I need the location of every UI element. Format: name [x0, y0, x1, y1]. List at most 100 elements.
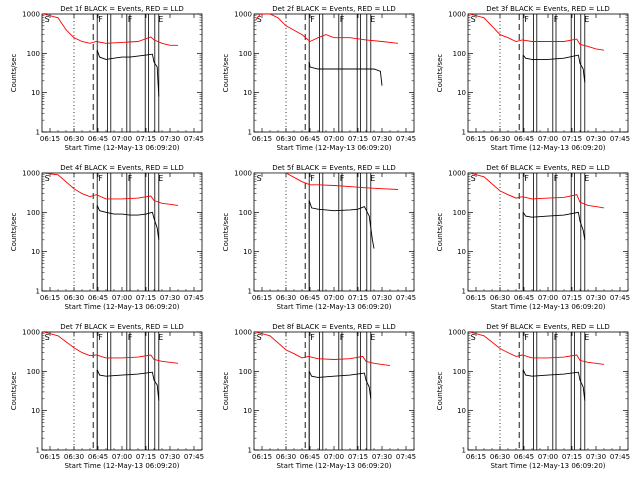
series-group	[255, 332, 391, 450]
panel-6: Det 6f BLACK = Events, RED = LLD 1 10 100 10…	[436, 164, 630, 311]
y-tick-label: 1000	[22, 329, 40, 337]
y-axis-label: Counts/sec	[10, 372, 18, 411]
interval-marker-label: F	[340, 333, 345, 342]
x-tick-label: 06:15	[466, 135, 486, 143]
interval-marker-label: S	[257, 15, 262, 24]
x-tick-label: 07:30	[372, 294, 392, 302]
panel-title: Det 9f BLACK = Events, RED = LLD	[486, 323, 609, 331]
x-tick-label: 07:00	[538, 453, 558, 461]
interval-marker-label: S	[471, 333, 476, 342]
plot-frame	[253, 13, 415, 133]
interval-marker-label: E	[584, 15, 589, 24]
x-tick-label: 07:15	[348, 135, 368, 143]
x-tick-label: 06:45	[514, 294, 534, 302]
y-tick-label: 10	[457, 248, 466, 256]
lld-series-line	[469, 14, 605, 51]
interval-marker-label: F	[98, 174, 103, 183]
plot-frame	[467, 13, 629, 133]
series-group	[43, 173, 179, 291]
interval-marker-label: E	[370, 174, 375, 183]
x-tick-label: 07:15	[562, 453, 582, 461]
plot-frame	[467, 331, 629, 451]
panel-5: Det 5f BLACK = Events, RED = LLD 1 10 100 10…	[222, 164, 416, 311]
x-tick-label: 07:00	[324, 135, 344, 143]
panel-7: Det 7f BLACK = Events, RED = LLD 1 10 100 10…	[10, 323, 204, 470]
y-tick-label: 1	[462, 288, 466, 296]
x-axis-label: Start Time (12-May-13 06:09:20)	[276, 462, 391, 470]
lld-series-line	[43, 332, 179, 364]
y-tick-label: 1	[36, 288, 40, 296]
plot-frame	[41, 331, 203, 451]
panel-title: Det 1f BLACK = Events, RED = LLD	[60, 5, 183, 13]
interval-marker-label: F	[128, 174, 133, 183]
lld-series-line	[255, 14, 399, 44]
y-tick-label: 1000	[448, 170, 466, 178]
y-tick-label: 10	[31, 248, 40, 256]
x-tick-label: 07:00	[324, 453, 344, 461]
y-tick-label: 1	[248, 447, 252, 455]
x-tick-label: 06:30	[490, 135, 510, 143]
x-tick-label: 07:30	[372, 453, 392, 461]
y-tick-label: 100	[453, 368, 466, 376]
y-tick-label: 100	[27, 209, 40, 217]
events-series-line	[96, 50, 160, 97]
x-tick-label: 06:30	[64, 453, 84, 461]
series-group	[43, 332, 179, 450]
panel-title: Det 2f BLACK = Events, RED = LLD	[272, 5, 395, 13]
panel-2: Det 2f BLACK = Events, RED = LLD 1 10 100 10…	[222, 5, 416, 152]
interval-marker-label: F	[310, 333, 315, 342]
y-tick-label: 100	[27, 50, 40, 58]
y-tick-label: 1000	[22, 170, 40, 178]
interval-marker-label: F	[554, 15, 559, 24]
y-tick-label: 1000	[448, 11, 466, 19]
plot-frame	[253, 172, 415, 292]
y-axis-label: Counts/sec	[436, 372, 444, 411]
interval-marker-label: S	[257, 333, 262, 342]
x-tick-label: 07:00	[112, 453, 132, 461]
x-tick-label: 06:30	[276, 294, 296, 302]
x-axis-label: Start Time (12-May-13 06:09:20)	[490, 303, 605, 311]
x-axis-label: Start Time (12-May-13 06:09:20)	[490, 462, 605, 470]
plot-frame	[253, 331, 415, 451]
x-tick-label: 06:45	[88, 453, 108, 461]
x-tick-label: 06:15	[252, 135, 272, 143]
panel-1: Det 1f BLACK = Events, RED = LLD 1 10 100 10…	[10, 5, 204, 152]
panel-3: Det 3f BLACK = Events, RED = LLD 1 10 100 10…	[436, 5, 630, 152]
lld-series-line	[255, 173, 399, 190]
panel-9: Det 9f BLACK = Events, RED = LLD 1 10 100 10…	[436, 323, 630, 470]
y-tick-label: 1000	[448, 329, 466, 337]
interval-marker-label: F	[554, 174, 559, 183]
panel-title: Det 3f BLACK = Events, RED = LLD	[486, 5, 609, 13]
interval-marker-label: E	[158, 333, 163, 342]
y-tick-label: 100	[239, 50, 252, 58]
y-tick-label: 100	[453, 50, 466, 58]
x-tick-label: 06:15	[40, 135, 60, 143]
x-tick-label: 07:30	[586, 294, 606, 302]
x-tick-label: 07:30	[586, 453, 606, 461]
x-tick-label: 06:30	[276, 135, 296, 143]
panel-4: Det 4f BLACK = Events, RED = LLD 1 10 100 10…	[10, 164, 204, 311]
plot-frame	[41, 172, 203, 292]
interval-marker-label: S	[45, 15, 50, 24]
y-tick-label: 10	[31, 89, 40, 97]
x-tick-label: 06:30	[490, 453, 510, 461]
x-tick-label: 07:30	[160, 294, 180, 302]
interval-marker-label: F	[98, 333, 103, 342]
x-tick-label: 07:30	[372, 135, 392, 143]
x-tick-label: 06:30	[64, 135, 84, 143]
x-tick-label: 06:15	[40, 294, 60, 302]
x-tick-label: 06:30	[490, 294, 510, 302]
lld-series-line	[43, 14, 178, 46]
y-axis-label: Counts/sec	[10, 54, 18, 93]
plot-frame	[467, 172, 629, 292]
x-tick-label: 07:00	[112, 135, 132, 143]
y-tick-label: 1	[462, 129, 466, 137]
x-tick-label: 07:15	[348, 294, 368, 302]
interval-marker-label: F	[340, 15, 345, 24]
panel-title: Det 8f BLACK = Events, RED = LLD	[272, 323, 395, 331]
x-tick-label: 06:15	[40, 453, 60, 461]
interval-marker-label: F	[554, 333, 559, 342]
x-tick-label: 07:00	[538, 294, 558, 302]
events-series-line	[522, 369, 586, 401]
x-tick-label: 06:30	[64, 294, 84, 302]
